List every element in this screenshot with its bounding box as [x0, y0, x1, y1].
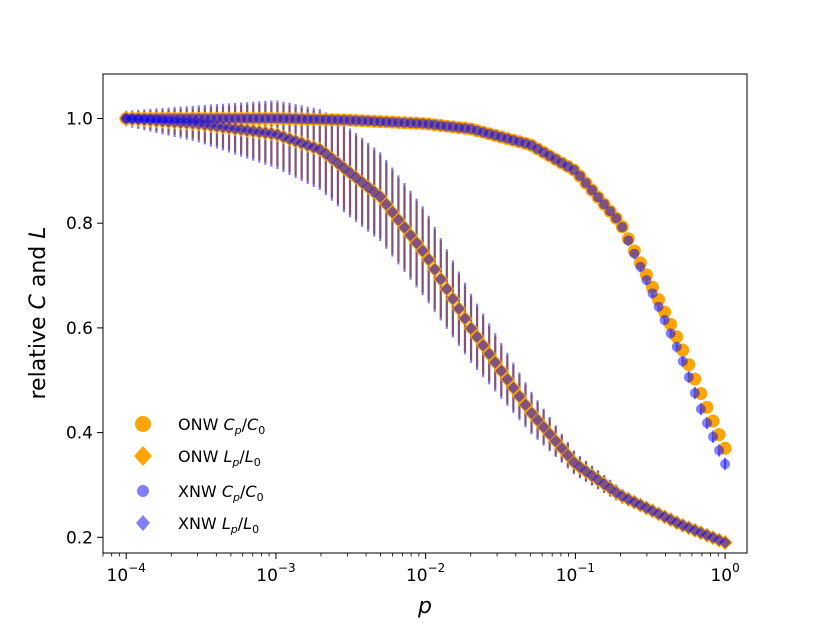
x-tick-label: 10−2 [406, 561, 445, 586]
plot-frame [102, 73, 748, 554]
y-tick-label: 0.8 [66, 214, 93, 234]
y-tick-label: 1.0 [66, 109, 93, 129]
data-point [410, 237, 423, 250]
legend-marker-onw-l [134, 446, 152, 466]
data-markers [118, 110, 733, 551]
data-point [708, 431, 719, 442]
data-point [501, 373, 514, 386]
data-point [495, 364, 508, 377]
data-point [605, 206, 616, 217]
legend-label-onw-l: ONW Lp/L0 [178, 447, 261, 469]
data-point [507, 381, 520, 394]
data-point [561, 449, 574, 462]
data-point [659, 315, 670, 326]
data-point [422, 253, 435, 266]
data-point [374, 190, 387, 203]
legend: ONW Cp/C0 ONW Lp/L0 XNW Cp/C0 XNW Lp/L0 [134, 415, 265, 536]
data-point [671, 341, 682, 352]
data-point [683, 372, 694, 383]
data-point [398, 221, 411, 234]
data-point [180, 116, 193, 129]
y-tick-label: 0.2 [66, 528, 93, 548]
data-point [677, 356, 688, 367]
data-point [531, 414, 544, 427]
x-tick-label: 10−4 [107, 561, 146, 586]
data-point [574, 171, 585, 182]
data-point [719, 536, 732, 549]
data-point [695, 404, 706, 415]
data-point [580, 178, 591, 189]
data-point [434, 273, 447, 286]
data-point [537, 421, 550, 434]
data-point [714, 445, 725, 456]
data-point [543, 428, 556, 441]
data-point [647, 288, 658, 299]
data-point [380, 198, 393, 211]
legend-label-onw-c: ONW Cp/C0 [178, 415, 265, 437]
data-point [587, 185, 598, 196]
x-axis-label: p [417, 594, 432, 619]
y-axis: 0.2 0.4 0.6 0.8 1.0 [66, 109, 103, 548]
data-point [635, 261, 646, 272]
data-point [568, 164, 579, 175]
data-point [452, 302, 465, 315]
data-point [611, 213, 622, 224]
data-point [641, 275, 652, 286]
data-point [465, 322, 478, 335]
data-point [168, 116, 181, 129]
data-point [617, 222, 628, 233]
y-tick-label: 0.6 [66, 319, 93, 339]
data-point [623, 235, 634, 246]
data-point [701, 418, 712, 429]
data-point [513, 390, 526, 403]
data-point [689, 388, 700, 399]
x-tick-label: 10−1 [556, 561, 595, 586]
data-point [416, 244, 429, 257]
data-point [386, 206, 399, 219]
legend-label-xnw-l: XNW Lp/L0 [178, 514, 259, 536]
data-point [599, 199, 610, 210]
data-point [555, 442, 568, 455]
x-tick-label: 100 [710, 561, 739, 586]
data-point [477, 339, 490, 352]
y-axis-label: relative C and L [26, 226, 51, 399]
data-point [446, 292, 459, 305]
data-point [392, 213, 405, 226]
data-point [440, 283, 453, 296]
data-point [458, 312, 471, 325]
legend-label-xnw-c: XNW Cp/C0 [178, 482, 264, 504]
data-point [525, 407, 538, 420]
x-tick-label: 10−3 [256, 561, 295, 586]
x-axis: 10−4 10−3 10−2 10−1 100 [102, 553, 740, 586]
legend-marker-onw-c [135, 416, 151, 432]
data-point [653, 301, 664, 312]
data-point [489, 356, 502, 369]
y-tick-label: 0.4 [66, 424, 93, 444]
data-point [720, 459, 731, 470]
data-point [629, 248, 640, 259]
data-point [665, 328, 676, 339]
legend-marker-xnw-c [137, 485, 149, 497]
data-point [428, 263, 441, 276]
data-point [483, 347, 496, 360]
data-point [519, 398, 532, 411]
data-point [471, 330, 484, 343]
legend-marker-xnw-l [136, 515, 150, 531]
data-point [174, 116, 187, 129]
data-point [593, 192, 604, 203]
data-point [549, 435, 562, 448]
data-point [404, 229, 417, 242]
